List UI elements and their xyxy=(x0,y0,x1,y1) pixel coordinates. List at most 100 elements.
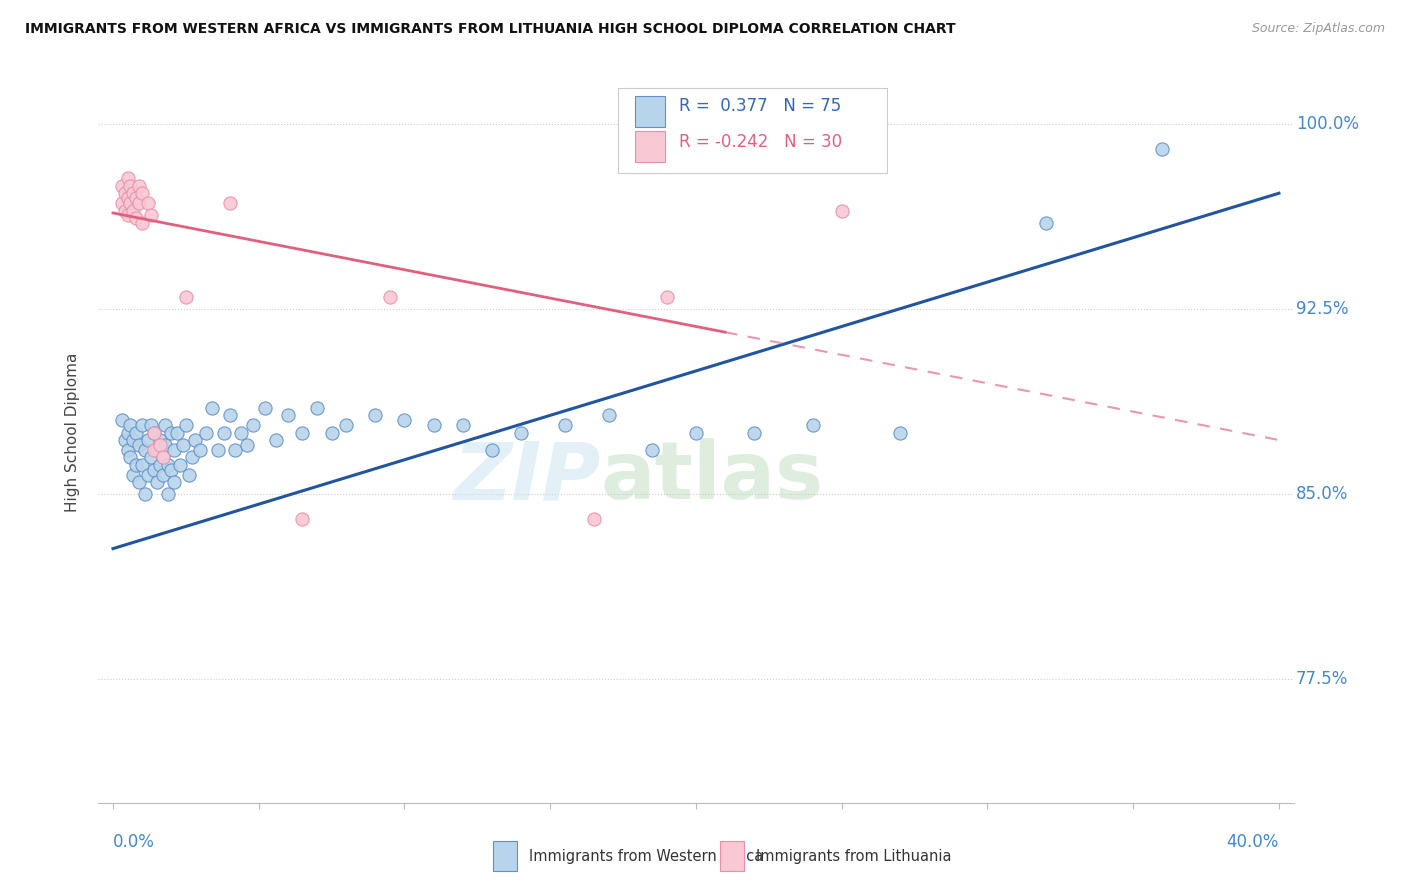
Point xyxy=(321,425,343,440)
Point xyxy=(291,425,314,440)
Point xyxy=(264,433,287,447)
Point xyxy=(128,178,150,193)
Text: ZIP: ZIP xyxy=(453,438,600,516)
Point xyxy=(155,438,177,452)
Point xyxy=(195,425,218,440)
Point xyxy=(125,425,148,440)
Point xyxy=(183,433,205,447)
Point xyxy=(139,209,162,223)
Point xyxy=(155,418,177,433)
Point xyxy=(201,401,224,415)
Point xyxy=(120,196,142,211)
Text: 92.5%: 92.5% xyxy=(1296,301,1348,318)
Point xyxy=(117,442,139,457)
Point xyxy=(122,186,145,201)
Point xyxy=(114,203,136,218)
Point xyxy=(180,450,202,465)
Point xyxy=(145,442,167,457)
Point xyxy=(166,425,188,440)
Point xyxy=(117,191,139,205)
Point xyxy=(236,438,259,452)
Point xyxy=(305,401,328,415)
Point xyxy=(142,425,165,440)
Point xyxy=(117,425,139,440)
Point xyxy=(801,418,824,433)
Point xyxy=(120,418,142,433)
Text: 100.0%: 100.0% xyxy=(1296,115,1360,133)
Point xyxy=(481,442,503,457)
Point xyxy=(172,438,194,452)
Point xyxy=(142,442,165,457)
Text: R =  0.377   N = 75: R = 0.377 N = 75 xyxy=(679,97,841,115)
Point xyxy=(139,450,162,465)
Point xyxy=(125,191,148,205)
FancyBboxPatch shape xyxy=(619,88,887,173)
Point xyxy=(152,450,174,465)
Point xyxy=(174,290,197,304)
Point xyxy=(169,458,191,472)
Point xyxy=(685,425,707,440)
Point xyxy=(142,425,165,440)
Point xyxy=(134,487,156,501)
Text: 77.5%: 77.5% xyxy=(1296,671,1348,689)
Point xyxy=(131,216,153,230)
Point xyxy=(117,171,139,186)
Point xyxy=(422,418,444,433)
Point xyxy=(152,450,174,465)
Point xyxy=(114,433,136,447)
Bar xyxy=(636,131,665,162)
Point xyxy=(364,409,387,423)
Point xyxy=(131,186,153,201)
Point xyxy=(136,196,159,211)
Point xyxy=(111,178,134,193)
Point xyxy=(1035,216,1057,230)
Point xyxy=(120,450,142,465)
Point xyxy=(122,433,145,447)
Text: 85.0%: 85.0% xyxy=(1296,485,1348,503)
Point xyxy=(128,196,150,211)
Point xyxy=(117,209,139,223)
Point xyxy=(139,418,162,433)
Point xyxy=(277,409,299,423)
Point xyxy=(378,290,401,304)
Point xyxy=(149,438,172,452)
Point xyxy=(1152,142,1174,156)
Point xyxy=(291,512,314,526)
Text: R = -0.242   N = 30: R = -0.242 N = 30 xyxy=(679,133,842,151)
Text: IMMIGRANTS FROM WESTERN AFRICA VS IMMIGRANTS FROM LITHUANIA HIGH SCHOOL DIPLOMA : IMMIGRANTS FROM WESTERN AFRICA VS IMMIGR… xyxy=(25,22,956,37)
Point xyxy=(149,433,172,447)
Point xyxy=(134,442,156,457)
Point xyxy=(207,442,229,457)
Point xyxy=(831,203,853,218)
Point xyxy=(510,425,533,440)
Point xyxy=(582,512,605,526)
Text: 0.0%: 0.0% xyxy=(112,833,155,851)
Point xyxy=(394,413,416,427)
Point xyxy=(655,290,678,304)
Point xyxy=(152,467,174,482)
Bar xyxy=(720,841,744,871)
Point xyxy=(131,418,153,433)
Point xyxy=(335,418,357,433)
Point xyxy=(142,462,165,476)
Point xyxy=(163,475,186,489)
Point xyxy=(157,458,180,472)
Point xyxy=(190,442,212,457)
Point xyxy=(889,425,911,440)
Point xyxy=(242,418,264,433)
Point xyxy=(174,418,197,433)
Point xyxy=(145,475,167,489)
Point xyxy=(128,438,150,452)
Point xyxy=(224,442,246,457)
Y-axis label: High School Diploma: High School Diploma xyxy=(65,353,80,512)
Point xyxy=(160,425,183,440)
Point xyxy=(149,458,172,472)
Text: Source: ZipAtlas.com: Source: ZipAtlas.com xyxy=(1251,22,1385,36)
Point xyxy=(598,409,620,423)
Point xyxy=(128,475,150,489)
Point xyxy=(136,467,159,482)
Point xyxy=(742,425,765,440)
Text: 40.0%: 40.0% xyxy=(1226,833,1279,851)
Point xyxy=(125,458,148,472)
Text: atlas: atlas xyxy=(600,438,824,516)
